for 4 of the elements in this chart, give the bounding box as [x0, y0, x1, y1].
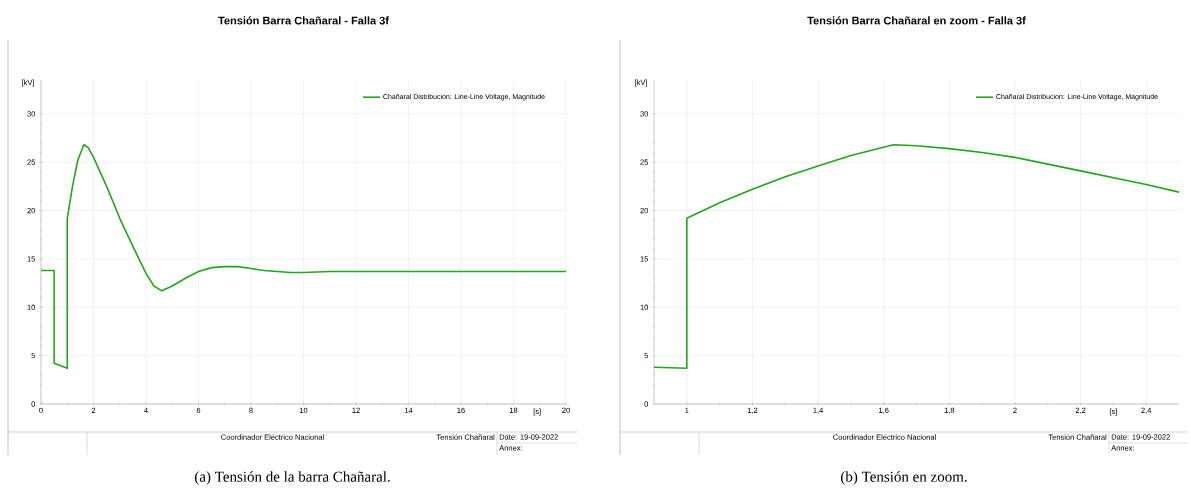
text: (b) Tensión en zoom. — [841, 471, 967, 485]
chart-title: Tensión Barra Chañaral en zoom - Falla 3f — [807, 16, 1026, 25]
text: (a) Tensión de la barra Chañaral. — [194, 471, 390, 485]
chart-title: Tensión Barra Chañaral - Falla 3f — [218, 16, 389, 25]
